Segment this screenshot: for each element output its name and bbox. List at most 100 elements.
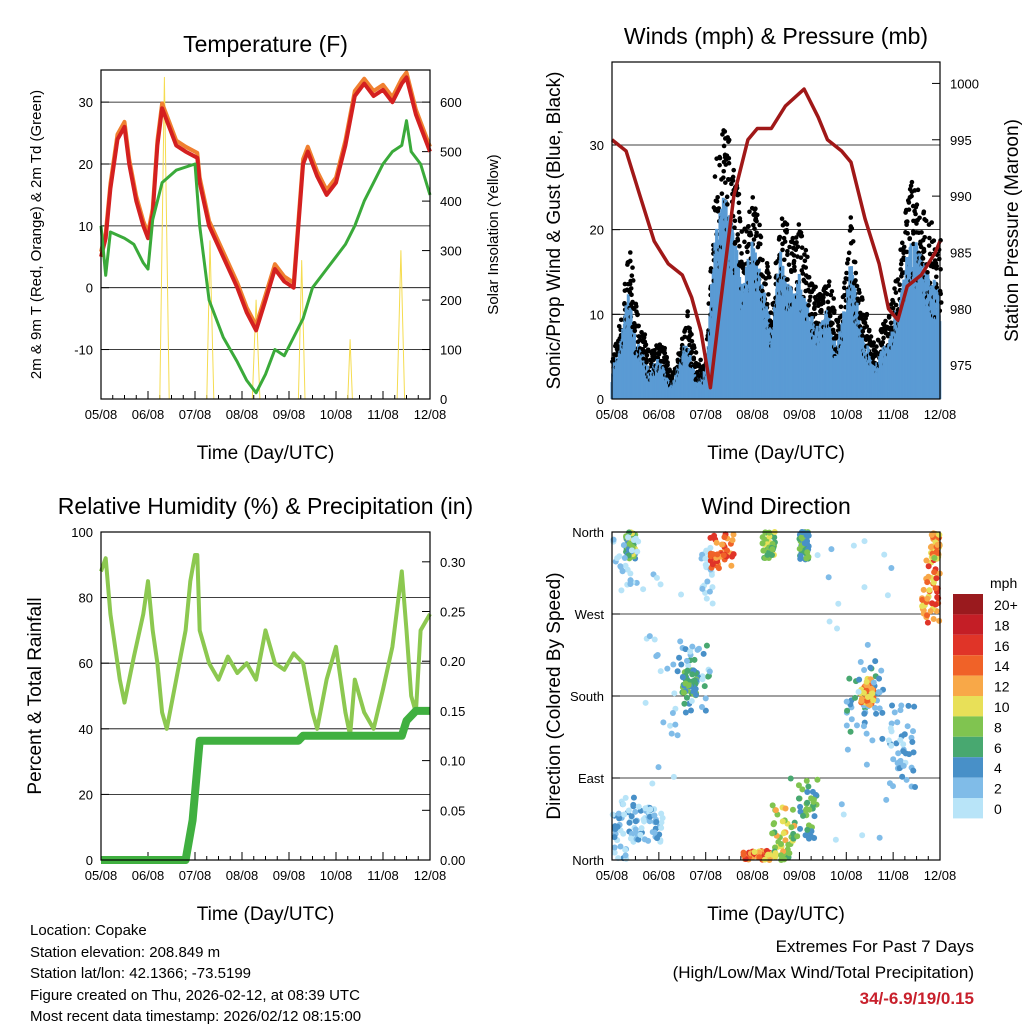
gust-point <box>809 281 815 287</box>
direction-point <box>724 547 731 554</box>
gust-point <box>874 344 879 349</box>
y-tick-label: 30 <box>79 95 93 110</box>
recent-timestamp: Most recent data timestamp: 2026/02/12 0… <box>30 1008 362 1025</box>
y-tick-label: East <box>578 771 604 786</box>
direction-point <box>684 668 691 675</box>
gust-point <box>821 294 826 300</box>
direction-point <box>699 551 706 558</box>
direction-point <box>714 551 721 558</box>
gust-point <box>719 191 725 196</box>
legend-label: 2 <box>994 781 1002 797</box>
x-tick-label: 08/08 <box>736 407 769 422</box>
direction-point <box>861 538 868 545</box>
gust-point <box>868 334 874 339</box>
gust-point <box>746 241 752 247</box>
direction-point <box>625 807 632 814</box>
direction-point <box>683 694 690 701</box>
gust-point <box>917 241 923 247</box>
direction-point <box>910 749 917 756</box>
direction-point <box>637 831 644 838</box>
direction-point <box>764 551 771 558</box>
direction-point <box>642 805 649 812</box>
direction-point <box>782 805 789 812</box>
direction-point <box>627 577 634 584</box>
gust-point <box>726 137 732 143</box>
gust-point <box>791 253 797 258</box>
gust-point <box>824 291 830 297</box>
gust-point <box>721 168 726 174</box>
gust-point <box>793 235 799 240</box>
gust-point <box>754 212 760 218</box>
direction-point <box>858 697 865 704</box>
gust-point <box>642 339 648 345</box>
direction-point <box>701 683 708 690</box>
direction-point <box>611 844 618 851</box>
gust-point <box>753 206 758 212</box>
direction-point <box>927 608 934 615</box>
direction-point <box>687 707 694 714</box>
direction-point <box>828 546 835 553</box>
gust-point <box>927 251 933 257</box>
gust-point <box>856 298 861 303</box>
speed-legend: mph 20+ 18 16 14 12 10 8 6 4 2 0 <box>953 575 1018 819</box>
y-right-tick-label: 400 <box>440 194 462 209</box>
panel-1: Winds (mph) & Pressure (mb) Time (Day/UTC… <box>544 23 1023 464</box>
direction-point <box>720 552 727 559</box>
gust-point <box>662 345 667 351</box>
direction-point <box>615 810 622 817</box>
gust-point <box>792 264 797 270</box>
direction-point <box>658 819 665 826</box>
gust-point <box>785 277 790 282</box>
direction-point <box>689 643 696 650</box>
gust-point <box>905 231 910 236</box>
direction-point <box>646 818 653 825</box>
direction-point <box>864 693 871 700</box>
direction-point <box>931 555 938 562</box>
gust-point <box>901 244 907 250</box>
gust-point <box>883 318 888 324</box>
gust-point <box>795 244 801 250</box>
gust-point <box>687 342 692 348</box>
direction-point <box>931 569 938 576</box>
direction-point <box>769 546 776 553</box>
direction-point <box>760 547 767 554</box>
direction-point <box>688 698 695 705</box>
gust-point <box>849 226 855 231</box>
gust-point <box>857 290 862 295</box>
x-tick-label: 07/08 <box>689 407 722 422</box>
gust-point <box>724 194 730 200</box>
gust-point <box>746 223 751 229</box>
direction-point <box>674 668 681 675</box>
direction-point <box>620 830 627 837</box>
legend-swatch <box>953 594 983 615</box>
y-right-tick-label: 990 <box>950 189 972 204</box>
direction-point <box>873 710 880 717</box>
gust-point <box>689 338 695 344</box>
gust-point <box>893 290 899 295</box>
gust-point <box>921 209 927 215</box>
gust-point <box>687 326 692 331</box>
direction-point <box>919 603 926 610</box>
direction-point <box>728 562 735 569</box>
direction-point <box>729 553 736 560</box>
direction-point <box>719 541 726 548</box>
direction-point <box>936 617 943 624</box>
direction-point <box>687 648 694 655</box>
gust-point <box>730 178 736 183</box>
legend-label: 18 <box>994 617 1010 633</box>
extremes-title: Extremes For Past 7 Days <box>775 937 974 956</box>
direction-point <box>621 555 628 562</box>
direction-point <box>863 678 870 685</box>
direction-point <box>778 841 785 848</box>
direction-point <box>848 716 855 723</box>
gust-point <box>689 350 694 355</box>
direction-point <box>911 703 918 710</box>
direction-point <box>691 687 698 694</box>
gust-point <box>736 191 742 197</box>
gust-point <box>806 303 811 308</box>
gust-point <box>763 281 768 287</box>
gust-point <box>750 222 756 228</box>
direction-point <box>646 633 653 640</box>
y-right-tick-label: 975 <box>950 358 972 373</box>
